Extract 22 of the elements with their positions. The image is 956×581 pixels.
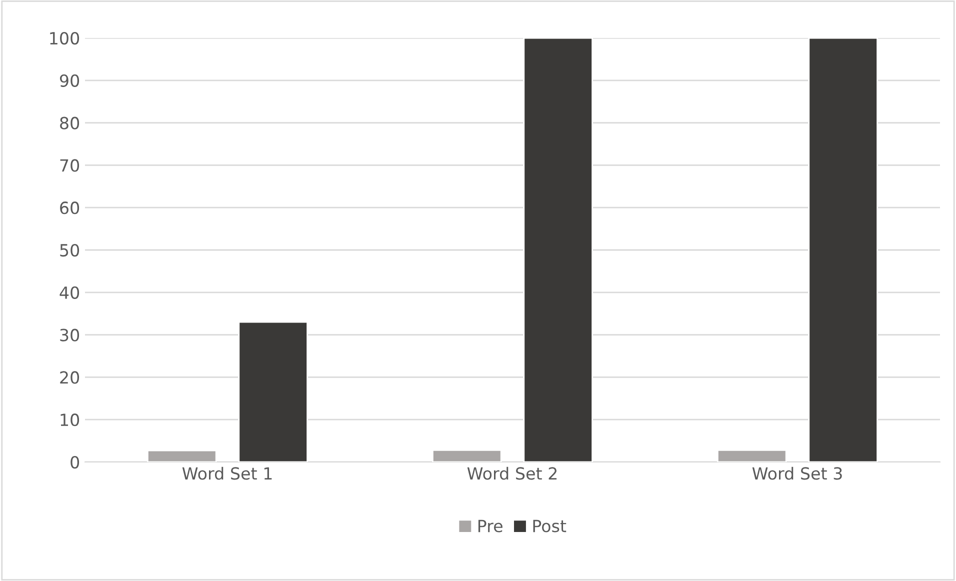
y-tick-label: 50 — [60, 244, 80, 257]
x-tick-label: Word Set 3 — [752, 466, 842, 480]
legend-label: Pre — [478, 520, 502, 532]
legend-label: Post — [533, 520, 566, 532]
y-tick-label: 60 — [60, 202, 80, 214]
y-tick-label: 10 — [60, 414, 80, 426]
bar — [808, 38, 878, 462]
y-tick-label: 0 — [70, 456, 80, 469]
y-tick-label: 30 — [60, 328, 80, 342]
bar — [523, 38, 593, 462]
bar — [147, 450, 217, 462]
y-tick-label: 100 — [50, 32, 80, 45]
y-tick-label: 40 — [60, 286, 80, 299]
y-tick-label: 70 — [60, 159, 80, 172]
y-tick-label: 90 — [60, 74, 80, 87]
bar — [238, 321, 308, 462]
bar — [717, 449, 787, 462]
y-tick-label: 80 — [60, 116, 80, 130]
y-tick-label: 20 — [60, 371, 80, 384]
x-tick-label: Word Set 1 — [182, 466, 272, 480]
bar — [432, 449, 502, 462]
x-tick-label: Word Set 2 — [467, 466, 557, 480]
